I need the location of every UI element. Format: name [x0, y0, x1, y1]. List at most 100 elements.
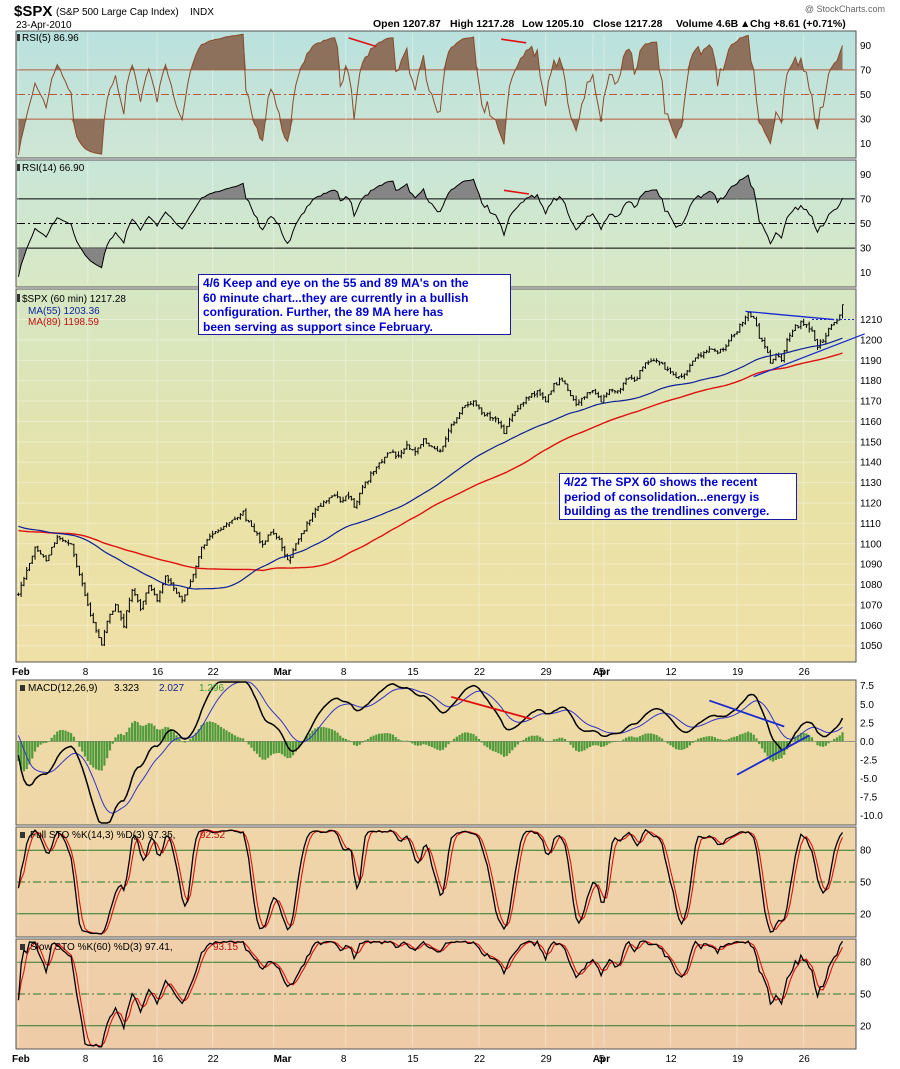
price-bar	[583, 396, 586, 400]
price-bar	[549, 390, 553, 396]
full-sto-tick-label: 20	[860, 909, 872, 920]
price-tick-label: 1120	[860, 499, 882, 510]
slow-sto-tick-label: 50	[860, 990, 872, 1001]
price-bar	[375, 466, 378, 475]
price-tick-label: 1180	[860, 376, 882, 387]
price-bar	[305, 521, 309, 532]
price-bar	[366, 480, 370, 485]
price-bar	[671, 371, 675, 376]
price-bar	[261, 540, 264, 548]
macd-tick-label: -7.5	[860, 793, 878, 804]
price-bar	[241, 510, 245, 516]
signal-value: 2.027	[159, 683, 184, 694]
price-bar	[297, 538, 300, 545]
price-bar	[33, 546, 37, 560]
price-bar	[153, 587, 156, 596]
price-tick-label: 1210	[860, 315, 883, 326]
price-bar	[355, 500, 359, 509]
price-bar	[361, 485, 364, 495]
x-tick-label-lower: Feb	[12, 1054, 30, 1065]
slow-sto-d-value: 93.15	[213, 942, 238, 953]
annotation-note-2: 4/22 The SPX 60 shows the recent period …	[559, 473, 797, 520]
symbol-name: (S&P 500 Large Cap Index)	[56, 7, 179, 18]
full-sto-k-line	[17, 828, 844, 935]
rsi14-line	[17, 174, 843, 277]
price-bar	[422, 438, 425, 447]
price-bar	[821, 338, 825, 343]
price-bar	[838, 314, 842, 321]
price-bar	[289, 556, 292, 564]
price-bar	[397, 451, 400, 458]
chart-date: 23-Apr-2010	[16, 20, 72, 31]
price-lower-trendline	[753, 333, 865, 378]
price-bar	[55, 534, 59, 545]
price-bar	[652, 358, 656, 362]
price-bar	[497, 417, 500, 425]
price-bar	[175, 587, 178, 594]
macd-legend: MACD(12,26,9)	[28, 683, 97, 694]
x-tick-label-lower: 29	[541, 1054, 553, 1065]
rsi5-overbought-fill	[18, 34, 843, 70]
rsi5-tick-label: 70	[860, 65, 872, 76]
macd-lower-trendline	[736, 734, 810, 776]
price-bar	[316, 505, 320, 512]
price-bar	[191, 573, 195, 583]
price-bar	[633, 376, 636, 382]
price-bar	[830, 323, 833, 330]
price-bar	[75, 553, 78, 568]
rsi14-legend-icon	[17, 164, 20, 171]
price-bar	[25, 567, 29, 580]
price-bar	[522, 401, 525, 407]
price-bar	[524, 396, 528, 405]
full-sto-legend-icon	[20, 832, 25, 838]
price-bar	[716, 350, 719, 355]
price-bar	[119, 610, 123, 621]
price-bar	[438, 448, 442, 453]
price-bar	[635, 376, 639, 381]
price-bar	[94, 621, 98, 633]
price-bar	[363, 481, 367, 489]
price-bar	[369, 471, 373, 483]
price-bar	[627, 377, 631, 380]
annotation-note-1: 4/6 Keep and eye on the 55 and 89 MA's o…	[198, 274, 511, 335]
price-bar	[158, 590, 162, 603]
price-bar	[552, 382, 556, 393]
price-bar	[47, 554, 51, 562]
price-bar	[630, 374, 633, 380]
ma89-legend: MA(89) 1198.59	[28, 317, 99, 328]
price-bar	[214, 531, 217, 535]
note1-line-3: configuration. Further, the 89 MA here h…	[203, 305, 444, 319]
price-bar	[560, 377, 564, 382]
slow-sto-legend: Slow STO %K(60) %D(3) 97.41,	[30, 942, 173, 953]
price-bar	[644, 362, 647, 369]
price-bar	[405, 440, 409, 450]
full-sto-tick-label: 50	[860, 878, 872, 889]
rsi5-divergence-2	[501, 38, 527, 44]
high-value: High 1217.28	[450, 18, 514, 30]
price-bar	[641, 366, 645, 372]
price-bar	[688, 363, 692, 373]
price-bar	[42, 554, 45, 558]
price-bar	[488, 411, 492, 421]
price-bar	[674, 371, 678, 379]
price-bar	[344, 495, 348, 502]
price-bar	[350, 495, 353, 501]
slow-sto-tick-label: 20	[860, 1021, 872, 1032]
price-bar	[394, 451, 398, 459]
change-arrow: ▲	[740, 18, 750, 30]
price-tick-label: 1090	[860, 560, 883, 571]
macd-panel	[15, 679, 857, 826]
price-tick-label: 1190	[860, 356, 882, 367]
price-bar	[236, 516, 239, 521]
price-bar	[58, 535, 62, 541]
price-bar	[719, 348, 722, 354]
price-bar	[505, 425, 509, 435]
price-bar	[111, 610, 115, 615]
price-bar	[89, 602, 92, 617]
price-bar	[250, 520, 253, 527]
price-bar	[125, 610, 128, 629]
price-bar	[597, 391, 600, 398]
price-bar	[114, 603, 117, 612]
rsi5-tick-label: 30	[860, 115, 872, 126]
price-bar	[430, 445, 434, 448]
